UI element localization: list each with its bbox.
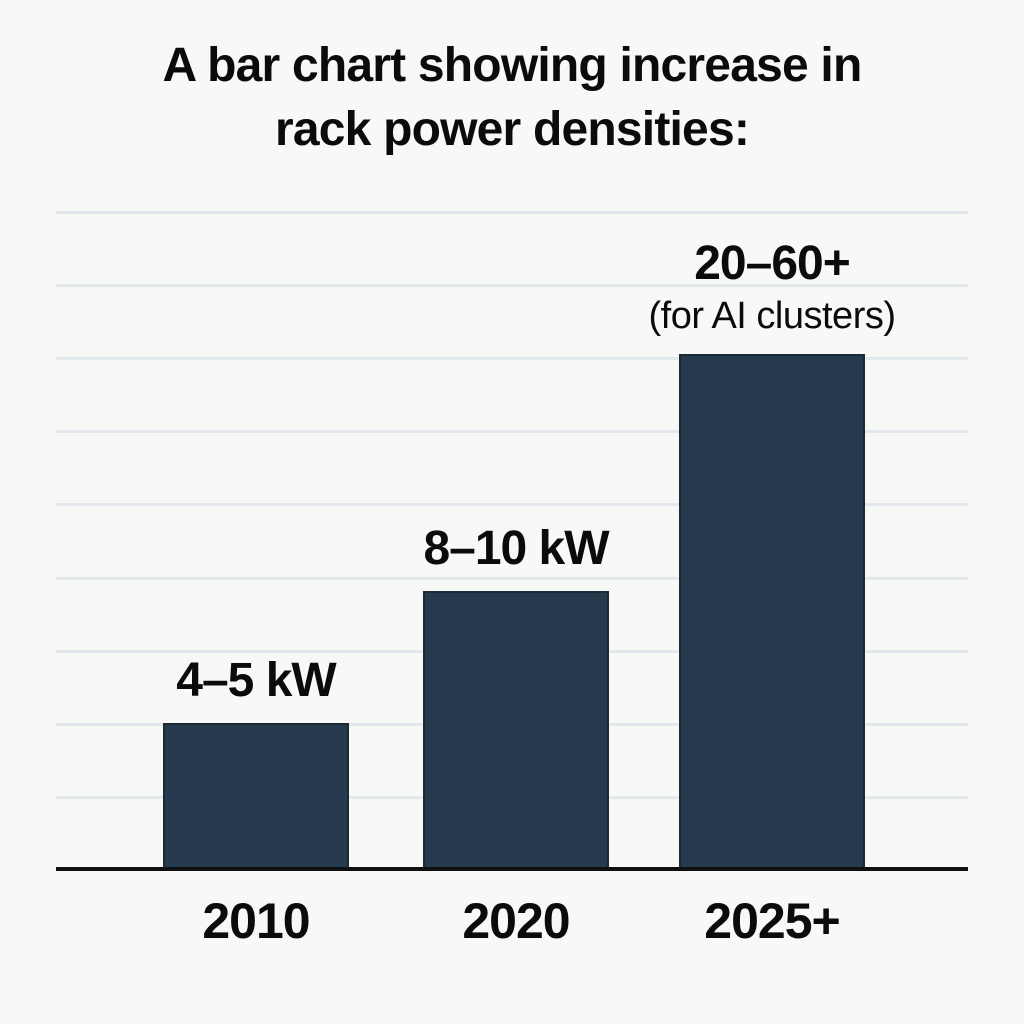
gridline xyxy=(56,503,968,506)
x-axis-line xyxy=(56,867,968,871)
x-axis-label-2010: 2010 xyxy=(202,893,310,949)
bar-label-2025: 20–60+ (for AI clusters) xyxy=(532,236,1012,340)
gridline xyxy=(56,357,968,360)
chart-title: A bar chart showing increase in rack pow… xyxy=(0,34,1024,162)
gridline xyxy=(56,430,968,433)
bar-value-label: 4–5 kW xyxy=(176,654,336,707)
bar-2010 xyxy=(163,723,349,871)
gridline xyxy=(56,211,968,214)
bar-value-label: 20–60+ xyxy=(694,237,851,290)
bar-value-sublabel: (for AI clusters) xyxy=(648,295,897,337)
x-axis-label-2025: 2025+ xyxy=(704,893,840,949)
bar-2020 xyxy=(423,591,609,871)
gridline xyxy=(56,284,968,287)
chart-title-line-1: A bar chart showing increase in xyxy=(162,39,863,92)
bar-label-2020: 8–10 kW xyxy=(276,521,756,577)
bar-value-label: 8–10 kW xyxy=(423,522,609,575)
bar-label-2010: 4–5 kW xyxy=(16,653,496,709)
x-axis-label-2020: 2020 xyxy=(462,893,570,949)
chart-title-line-2: rack power densities: xyxy=(274,103,750,156)
gridline xyxy=(56,577,968,580)
bar-2025 xyxy=(679,354,865,871)
